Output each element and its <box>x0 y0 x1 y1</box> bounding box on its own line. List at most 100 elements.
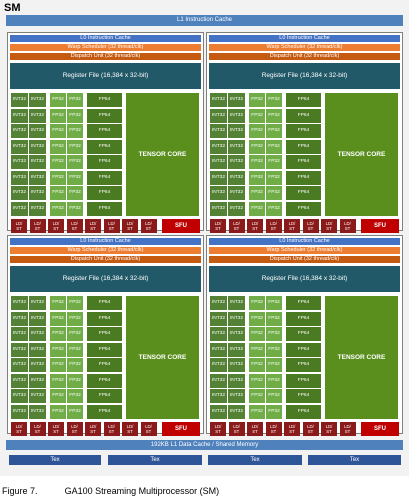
fp32-unit: FP32 <box>266 93 282 107</box>
fp32-unit: FP32 <box>50 170 66 185</box>
ld-st-unit: LD/ST <box>103 422 120 436</box>
ld-st-label: ST <box>289 429 295 434</box>
int32-unit: INT32 <box>210 155 227 169</box>
ld-st-label: LD/ <box>126 221 134 226</box>
int32-unit: INT32 <box>228 404 245 419</box>
int32-unit: INT32 <box>11 342 28 357</box>
warp-scheduler: Warp Scheduler (32 thread/clk) <box>10 44 201 51</box>
ld-st-label: ST <box>71 226 78 231</box>
int32-unit: INT32 <box>210 389 227 403</box>
ld-st-label: LD/ <box>288 221 296 226</box>
fp64-unit: FP64 <box>87 342 122 357</box>
ld-st-label: ST <box>145 429 152 434</box>
fp32-unit: FP32 <box>50 201 66 216</box>
int32-unit: INT32 <box>228 373 245 388</box>
ld-st-unit: LD/ST <box>247 219 263 233</box>
dispatch-unit: Dispatch Unit (32 thread/clk) <box>10 256 201 263</box>
register-file: Register File (16,384 x 32-bit) <box>10 266 201 292</box>
ld-st-unit: LD/ST <box>122 219 138 233</box>
ld-st-label: ST <box>252 226 258 231</box>
fp32-unit: FP32 <box>249 358 265 372</box>
ld-st-label: LD/ <box>307 424 314 429</box>
sm-diagram: SM L1 Instruction Cache L0 Instruction C… <box>0 0 409 476</box>
int32-unit: INT32 <box>11 358 28 372</box>
fp32-unit: FP32 <box>67 373 83 388</box>
ld-st-unit: LD/ST <box>210 422 226 436</box>
ld-st-unit: LD/ST <box>11 422 27 436</box>
fp32-unit: FP32 <box>249 327 265 341</box>
fp32-unit: FP32 <box>266 311 282 326</box>
tensor-core: TENSOR CORE <box>126 93 199 216</box>
fp64-unit: FP64 <box>286 358 321 372</box>
fp64-unit: FP64 <box>87 155 122 169</box>
ld-st-label: LD/ <box>15 424 23 429</box>
int32-unit: INT32 <box>29 93 46 107</box>
ld-st-label: ST <box>90 226 96 231</box>
fp32-unit: FP32 <box>249 311 265 326</box>
fp32-unit: FP32 <box>266 404 282 419</box>
int32-unit: INT32 <box>228 342 245 357</box>
ld-st-label: LD/ <box>214 424 222 429</box>
int32-unit: INT32 <box>11 155 28 169</box>
ld-st-unit: LD/ST <box>321 219 337 233</box>
int32-unit: INT32 <box>210 404 227 419</box>
int32-unit: INT32 <box>210 108 227 123</box>
int32-unit: INT32 <box>29 373 46 388</box>
ld-st-unit: LD/ST <box>66 422 83 436</box>
fp32-unit: FP32 <box>50 327 66 341</box>
fp32-unit: FP32 <box>67 155 83 169</box>
ld-st-unit: LD/ST <box>140 422 157 436</box>
ld-st-label: LD/ <box>344 424 351 429</box>
ld-st-label: ST <box>145 226 152 231</box>
int32-unit: INT32 <box>11 93 28 107</box>
fp32-unit: FP32 <box>67 186 83 200</box>
fp64-unit: FP64 <box>87 404 122 419</box>
fp32-unit: FP32 <box>266 389 282 403</box>
l1-data-cache: 192KB L1 Data Cache / Shared Memory <box>6 440 403 450</box>
fp64-unit: FP64 <box>87 108 122 123</box>
ld-st-label: LD/ <box>270 221 277 226</box>
ld-st-label: LD/ <box>325 221 333 226</box>
ld-st-unit: LD/ST <box>265 219 282 233</box>
tex-unit: Tex <box>9 455 101 465</box>
tex-unit: Tex <box>108 455 202 465</box>
l0-instruction-cache: L0 Instruction Cache <box>10 238 201 245</box>
int32-unit: INT32 <box>29 358 46 372</box>
ld-st-unit: LD/ST <box>85 219 101 233</box>
ld-st-unit: LD/ST <box>339 422 356 436</box>
int32-unit: INT32 <box>210 93 227 107</box>
fp64-unit: FP64 <box>286 124 321 138</box>
int32-unit: INT32 <box>210 170 227 185</box>
int32-unit: INT32 <box>228 93 245 107</box>
fp32-unit: FP32 <box>249 155 265 169</box>
int32-unit: INT32 <box>29 139 46 154</box>
ld-st-label: ST <box>252 429 258 434</box>
ld-st-label: LD/ <box>108 221 115 226</box>
ld-st-label: LD/ <box>307 221 314 226</box>
fp64-unit: FP64 <box>87 124 122 138</box>
fp32-unit: FP32 <box>67 139 83 154</box>
fp32-unit: FP32 <box>249 108 265 123</box>
fp32-unit: FP32 <box>50 186 66 200</box>
fp32-unit: FP32 <box>50 139 66 154</box>
ld-st-label: LD/ <box>214 221 222 226</box>
fp64-unit: FP64 <box>87 170 122 185</box>
int32-unit: INT32 <box>210 296 227 310</box>
int32-unit: INT32 <box>228 327 245 341</box>
int32-unit: INT32 <box>11 201 28 216</box>
ld-st-label: ST <box>307 226 314 231</box>
ld-st-label: ST <box>34 429 41 434</box>
ld-st-label: ST <box>344 226 351 231</box>
fp32-unit: FP32 <box>266 358 282 372</box>
int32-unit: INT32 <box>228 296 245 310</box>
fp32-unit: FP32 <box>67 296 83 310</box>
fp32-unit: FP32 <box>50 296 66 310</box>
ld-st-unit: LD/ST <box>11 219 27 233</box>
int32-unit: INT32 <box>210 327 227 341</box>
ld-st-label: ST <box>90 429 96 434</box>
l1-instruction-cache: L1 Instruction Cache <box>6 15 403 26</box>
int32-unit: INT32 <box>29 155 46 169</box>
ld-st-label: LD/ <box>71 221 78 226</box>
fp64-unit: FP64 <box>87 389 122 403</box>
ld-st-unit: LD/ST <box>48 422 64 436</box>
